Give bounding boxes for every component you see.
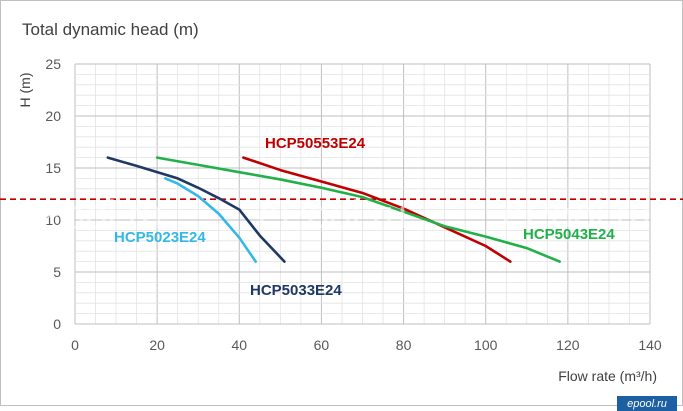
series-line <box>155 156 561 263</box>
x-tick-label: 140 <box>638 337 662 353</box>
y-tick-label: 5 <box>53 264 61 280</box>
x-tick-label: 40 <box>231 337 247 353</box>
series-line <box>106 156 286 263</box>
x-axis-label: Flow rate (m³/h) <box>558 368 657 384</box>
grid <box>74 63 651 325</box>
series-labels: HCP50553E24 HCP5043E24 HCP5033E24 HCP5023E2… <box>114 135 615 299</box>
brand-badge <box>617 396 677 411</box>
tick-labels: 0 20 40 60 80 100 120 140 0 5 10 15 20 25 <box>45 56 661 353</box>
y-tick-label: 10 <box>45 212 61 228</box>
watermark: ePool.ru <box>14 193 163 237</box>
x-tick-label: 80 <box>396 337 412 353</box>
brand-text: epool.ru <box>627 398 667 410</box>
y-tick-label: 0 <box>53 316 61 332</box>
watermark: ePool.ru <box>258 193 407 237</box>
series-label: HCP5043E24 <box>523 226 615 243</box>
series-layer <box>106 156 561 263</box>
x-tick-label: 0 <box>71 337 79 353</box>
watermark: ePool.ru <box>502 193 651 237</box>
series-label: HCP50553E24 <box>265 135 366 152</box>
watermark-layer: ePool.ru ePool.ru ePool.ru <box>14 193 651 237</box>
x-tick-label: 60 <box>314 337 330 353</box>
y-tick-label: 20 <box>45 108 61 124</box>
x-tick-label: 120 <box>556 337 580 353</box>
x-tick-label: 100 <box>474 337 498 353</box>
x-tick-label: 20 <box>149 337 165 353</box>
series-label: HCP5023E24 <box>114 229 206 246</box>
series-line <box>164 177 258 263</box>
y-tick-label: 15 <box>45 160 61 176</box>
series-label: HCP5033E24 <box>250 282 342 299</box>
series-line <box>242 156 512 263</box>
chart-title: Total dynamic head (m) <box>22 20 199 39</box>
y-axis-label: H (m) <box>17 73 33 108</box>
y-tick-label: 25 <box>45 56 61 72</box>
